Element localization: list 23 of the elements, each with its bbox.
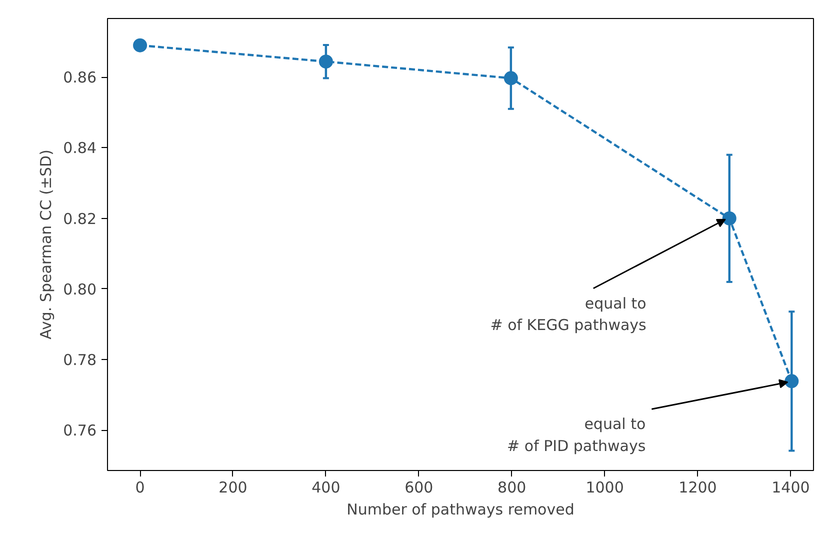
annotation: equal to # of PID pathways — [507, 415, 646, 455]
x-axis-title: Number of pathways removed — [346, 500, 574, 518]
point — [133, 38, 148, 52]
y-axis-title: Avg. Spearman CC (±SD) — [37, 150, 56, 340]
x-tick-label: 800 — [498, 478, 526, 496]
point — [318, 54, 333, 69]
y-tick-label: 0.86 — [63, 68, 97, 87]
x-tick-label: 1000 — [586, 478, 624, 496]
x-tick-label: 1200 — [678, 478, 717, 496]
y-tick-label: 0.84 — [63, 139, 97, 158]
point — [784, 374, 799, 388]
x-tick-label: 400 — [312, 478, 340, 496]
y-tick-label: 0.82 — [63, 210, 97, 228]
point — [722, 211, 736, 226]
x-tick-label: 600 — [404, 478, 434, 496]
point — [504, 71, 518, 86]
y-tick-label: 0.80 — [63, 280, 97, 298]
y-tick-label: 0.76 — [63, 422, 97, 440]
x-tick-label: 0 — [135, 478, 145, 496]
x-tick-label: 200 — [218, 478, 248, 496]
annotation: equal to # of KEGG pathways — [490, 294, 647, 334]
y-tick-label: 0.78 — [63, 351, 97, 370]
x-tick-label: 1400 — [772, 478, 810, 496]
